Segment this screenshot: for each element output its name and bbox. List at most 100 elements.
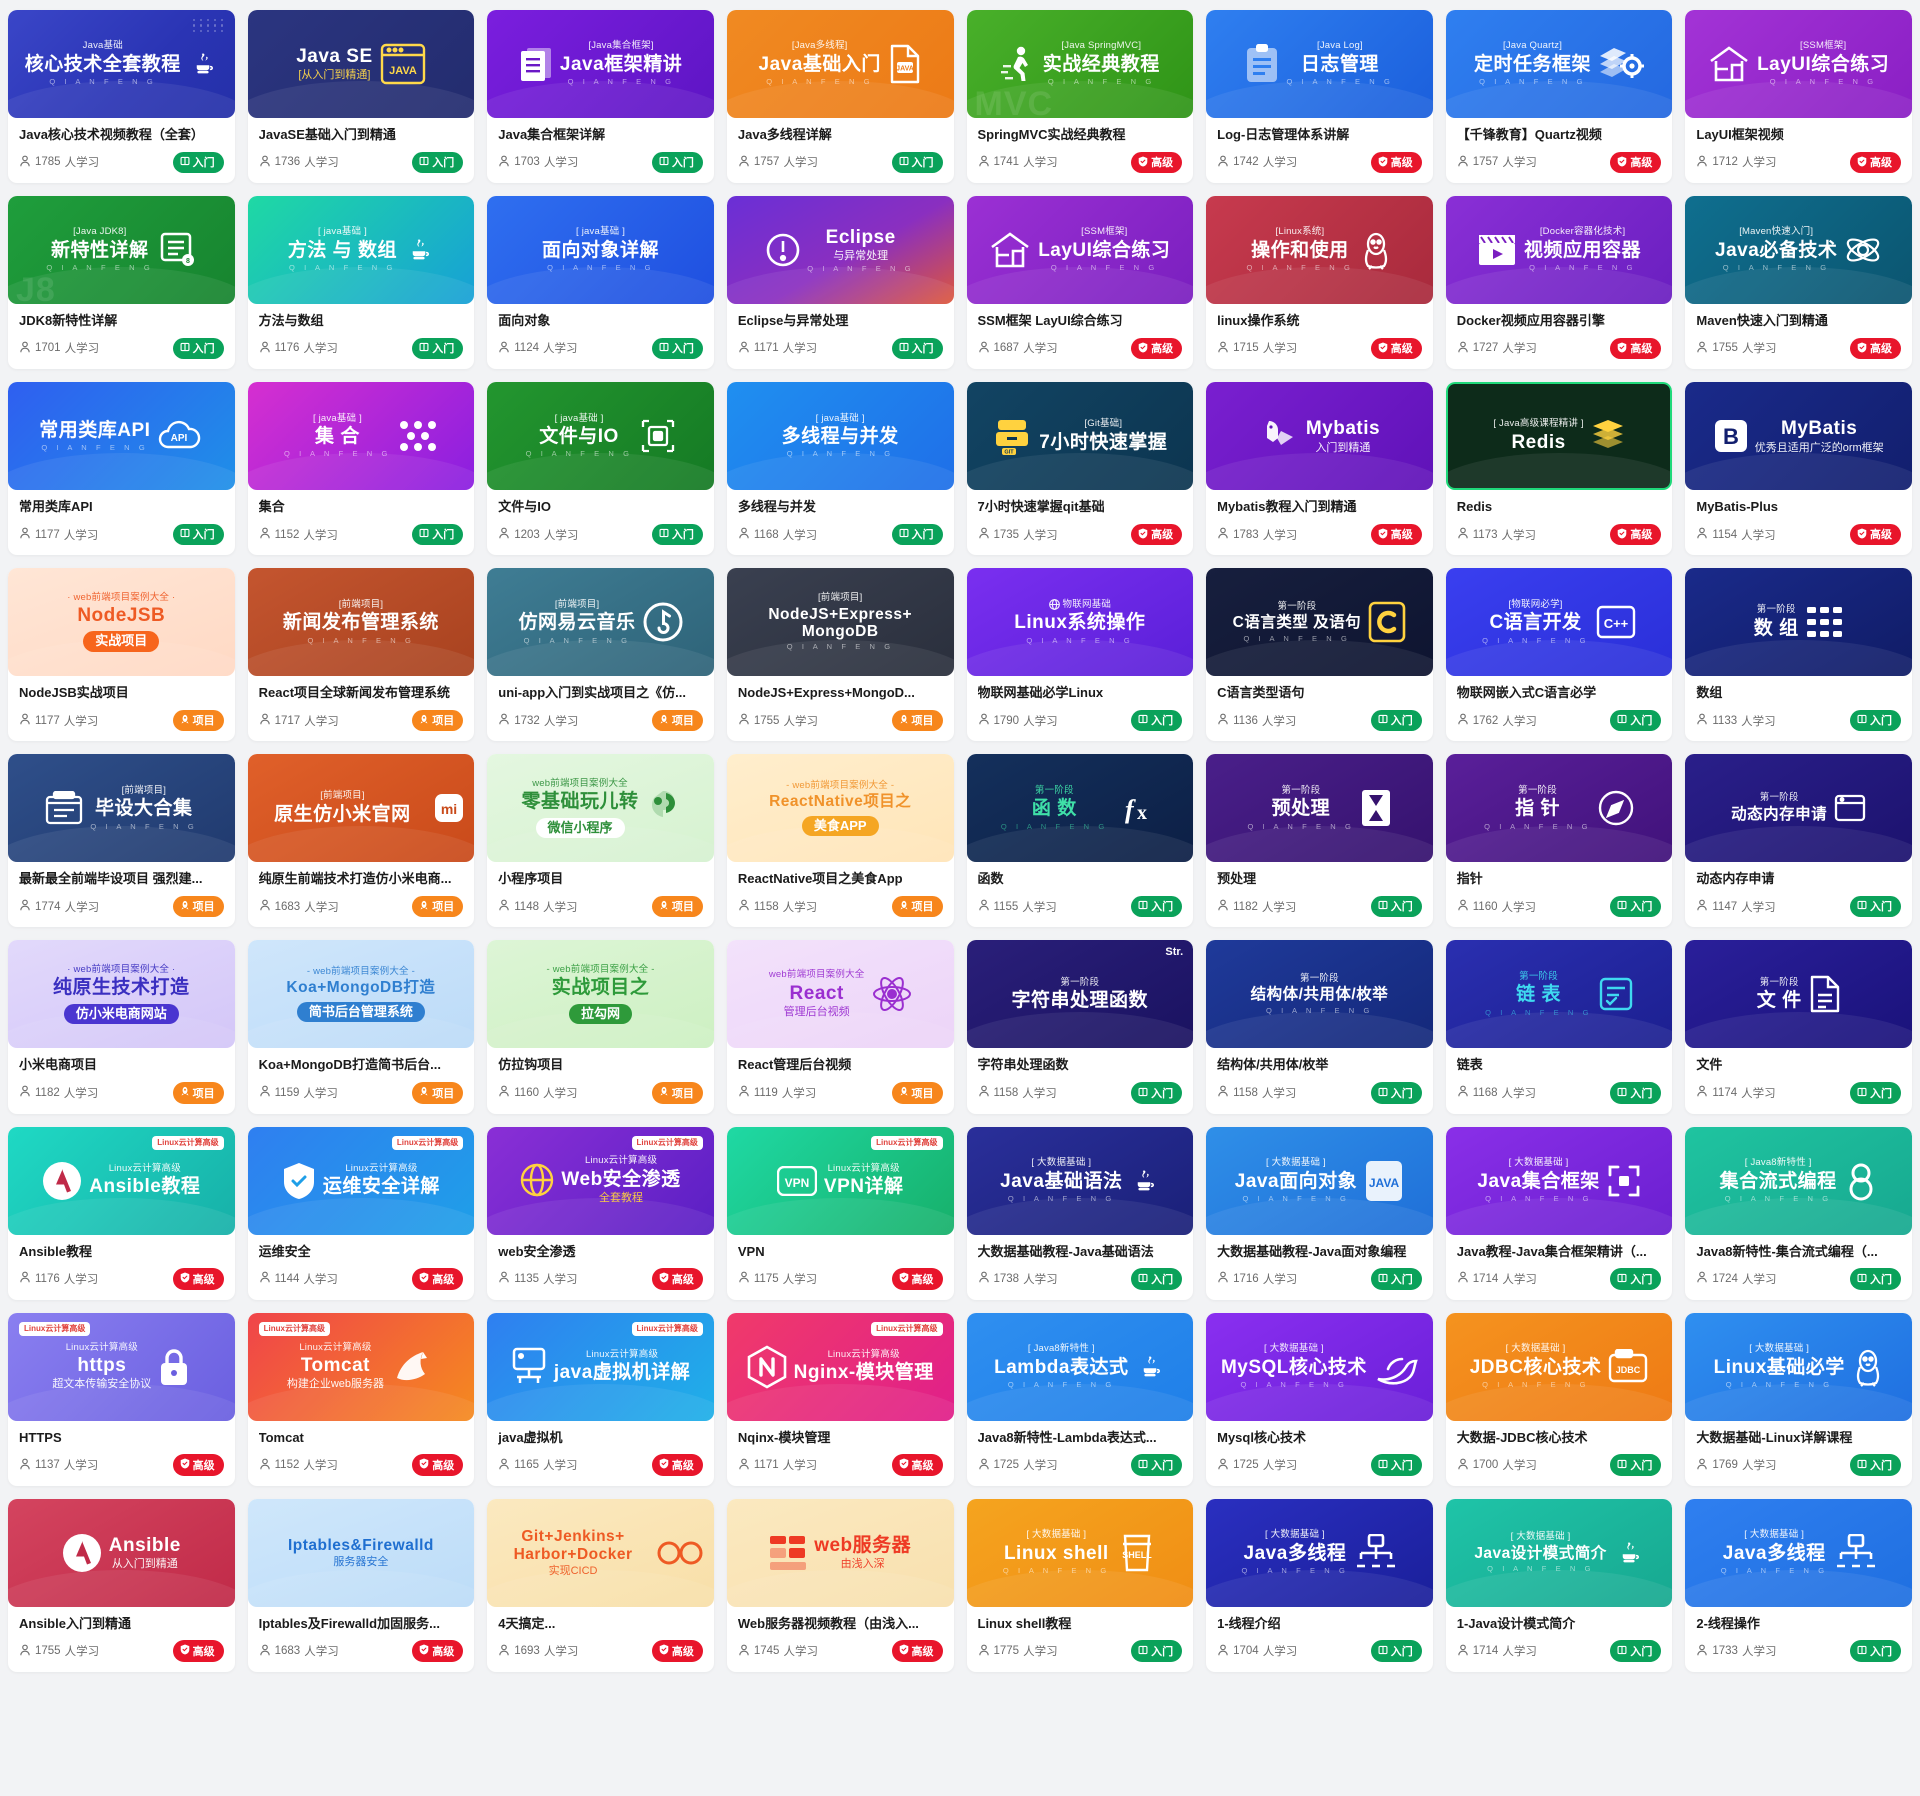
course-title[interactable]: Linux shell教程 xyxy=(977,1615,1072,1631)
course-cover[interactable]: 第一阶段 C语言类型 及语句 Q I A N F E N G xyxy=(1206,568,1433,677)
course-title[interactable]: 集合 xyxy=(258,499,285,515)
course-title[interactable]: 【千锋教育】Quartz视频 xyxy=(1456,127,1602,142)
course-card[interactable]: [SSM框架] LayUI综合练习 Q I A N F E N G LayUI框架视频… xyxy=(1685,10,1912,184)
badge-project[interactable]: 项目 xyxy=(172,1082,224,1104)
course-title[interactable]: 函数 xyxy=(977,871,1004,887)
course-title[interactable]: Koa+MongoDB打造简书后台... xyxy=(258,1057,441,1073)
course-card[interactable]: [物联网必学] C语言开发 Q I A N F E N G C++ 物联网嵌入式C语言必… xyxy=(1445,568,1673,742)
course-card[interactable]: [ java基础 ] 多线程与并发 Q I A N F E N G 多线程与并发 116… xyxy=(726,382,954,556)
badge-intro[interactable]: 入门 xyxy=(1850,1082,1901,1104)
badge-advanced[interactable]: 高级 xyxy=(412,1268,464,1290)
badge-intro[interactable]: 入门 xyxy=(1131,709,1183,732)
course-title[interactable]: 4天搞定... xyxy=(498,1615,556,1631)
course-card[interactable]: [ Java8新特性 ] Lambda表达式 Q I A N F E N G Java… xyxy=(966,1312,1194,1486)
course-cover[interactable]: Java基础 核心技术全套教程 Q I A N F E N G xyxy=(8,10,235,118)
badge-intro[interactable]: 入门 xyxy=(1610,1268,1662,1290)
course-cover[interactable]: web前端项目案例大全 React 管理后台视频 xyxy=(726,940,954,1049)
course-card[interactable]: Mybatis 入门到精通 Mybatis教程入门到精通 1783 人学习 高级 xyxy=(1206,382,1433,556)
badge-intro[interactable]: 入门 xyxy=(1370,1454,1422,1476)
course-card[interactable]: [Java集合框架] Java框架精讲 Q I A N F E N G Java集合框… xyxy=(487,10,714,184)
course-cover[interactable]: [ java基础 ] 文件与IO Q I A N F E N G xyxy=(487,382,714,491)
course-title[interactable]: Java多线程详解 xyxy=(737,127,832,142)
course-card[interactable]: [Maven快速入门] Java必备技术 Q I A N F E N G Maven快… xyxy=(1685,196,1912,370)
badge-advanced[interactable]: 高级 xyxy=(1370,523,1422,546)
course-title[interactable]: linux操作系统 xyxy=(1217,313,1300,329)
course-cover[interactable]: [SSM框架] LayUI综合练习 Q I A N F E N G xyxy=(1685,10,1912,118)
course-cover[interactable]: [SSM框架] LayUI综合练习 Q I A N F E N G xyxy=(966,196,1194,305)
course-title[interactable]: 面向对象 xyxy=(498,313,551,329)
course-title[interactable]: 仿拉钩项目 xyxy=(498,1057,564,1073)
course-card[interactable]: MVC [Java SpringMVC] 实战经典教程 Q I A N F E N G… xyxy=(966,10,1194,184)
course-title[interactable]: Java核心技术视频教程（全套） xyxy=(19,127,204,142)
badge-project[interactable]: 项目 xyxy=(651,709,703,732)
course-title[interactable]: Iptables及Firewalld加固服务... xyxy=(258,1615,440,1631)
course-title[interactable]: 小程序项目 xyxy=(498,871,564,887)
course-cover[interactable]: [前端项目] NodeJS+Express+ MongoDB Q I A N F E … xyxy=(726,568,954,677)
course-card[interactable]: [Java Quartz] 定时任务框架 Q I A N F E N G 【千锋教育】… xyxy=(1445,10,1673,184)
course-title[interactable]: 结构体/共用体/枚举 xyxy=(1217,1057,1329,1073)
course-title[interactable]: 大数据基础-Linux详解课程 xyxy=(1696,1429,1853,1445)
badge-advanced[interactable]: 高级 xyxy=(172,1454,224,1476)
course-cover[interactable]: GIT [Git基础] 7小时快速掌握 xyxy=(966,382,1194,491)
course-cover[interactable]: [ 大数据基础 ] Java集合框架 Q I A N F E N G xyxy=(1445,1126,1673,1235)
badge-intro[interactable]: 入门 xyxy=(1850,1454,1901,1476)
course-cover[interactable]: - web前端项目案例大全 - ReactNative项目之 美食APP xyxy=(726,754,954,863)
course-card[interactable]: - web前端项目案例大全 - 实战项目之 拉勾网 仿拉钩项目 1160 人学习 项目 xyxy=(487,940,714,1114)
course-card[interactable]: 第一阶段文 件文件 1174 人学习 入门 xyxy=(1685,940,1912,1114)
course-title[interactable]: 常用类库API xyxy=(19,499,93,515)
course-cover[interactable]: Str. 第一阶段 字符串处理函数 xyxy=(966,940,1194,1049)
badge-advanced[interactable]: 高级 xyxy=(1850,337,1901,360)
course-cover[interactable]: [前端项目] 原生仿小米官网 mi xyxy=(247,754,475,863)
badge-advanced[interactable]: 高级 xyxy=(1131,523,1183,546)
course-title[interactable]: 大数据-JDBC核心技术 xyxy=(1456,1429,1588,1445)
course-card[interactable]: [ 大数据基础 ] Linux shell Q I A N F E N G SHELL… xyxy=(966,1498,1194,1672)
course-cover[interactable]: Ansible 从入门到精通 xyxy=(8,1498,235,1607)
badge-project[interactable]: 项目 xyxy=(651,1082,703,1104)
course-card[interactable]: · web前端项目案例大全 · NodeJSB 实战项目 NodeJSB实战项目 117… xyxy=(8,568,235,742)
course-cover[interactable]: [Java集合框架] Java框架精讲 Q I A N F E N G xyxy=(487,10,714,118)
course-cover[interactable]: [ 大数据基础 ] Java多线程 Q I A N F E N G xyxy=(1685,1498,1912,1607)
course-cover[interactable]: [ 大数据基础 ] Java多线程 Q I A N F E N G xyxy=(1206,1498,1433,1607)
course-card[interactable]: web服务器 由浅入深 Web服务器视频教程（由浅入... 1745 人学习 高级 xyxy=(726,1498,954,1672)
badge-intro[interactable]: 入门 xyxy=(1610,1082,1662,1104)
course-cover[interactable]: [ 大数据基础 ] Java设计模式简介 Q I A N F E N G xyxy=(1445,1498,1673,1607)
badge-intro[interactable]: 入门 xyxy=(1131,895,1183,918)
course-cover[interactable]: [ Java8新特性 ] 集合流式编程 Q I A N F E N G xyxy=(1685,1126,1912,1235)
course-card[interactable]: Str. 第一阶段 字符串处理函数 字符串处理函数 1158 人学习 入门 xyxy=(966,940,1194,1114)
course-title[interactable]: NodeJS+Express+MongoD... xyxy=(737,685,915,701)
badge-intro[interactable]: 入门 xyxy=(1610,895,1662,918)
course-title[interactable]: LayUI框架视频 xyxy=(1696,127,1784,142)
course-card[interactable]: [Java多线程] Java基础入门 Q I A N F E N G JAVA Java… xyxy=(726,10,954,184)
badge-intro[interactable]: 入门 xyxy=(1850,709,1901,732)
course-cover[interactable]: Linux云计算高级 Linux云计算高级 Ansible教程 xyxy=(8,1126,235,1235)
course-cover[interactable]: web前端项目案例大全 零基础玩儿转 微信小程序 xyxy=(487,754,714,863)
course-title[interactable]: 物联网基础必学Linux xyxy=(977,685,1104,701)
course-card[interactable]: 常用类库API Q I A N F E N G API 常用类库API 1177 人学习 入… xyxy=(8,382,235,556)
course-title[interactable]: 方法与数组 xyxy=(258,313,324,329)
course-title[interactable]: Java8新特性-Lambda表达式... xyxy=(977,1429,1157,1445)
course-card[interactable]: [ 大数据基础 ] Java集合框架 Q I A N F E N G Java教程-J… xyxy=(1445,1126,1673,1300)
course-cover[interactable]: [ 大数据基础 ] Java基础语法 Q I A N F E N G xyxy=(966,1126,1194,1235)
course-cover[interactable]: · web前端项目案例大全 · NodeJSB 实战项目 xyxy=(8,568,235,677)
course-title[interactable]: Nqinx-模块管理 xyxy=(737,1429,831,1445)
course-title[interactable]: Redis xyxy=(1456,499,1493,515)
course-card[interactable]: [前端项目] 原生仿小米官网 mi 纯原生前端技术打造仿小米电商... 1683 人学习 项… xyxy=(247,754,475,928)
course-card[interactable]: [前端项目] 新闻发布管理系统 Q I A N F E N G React项目全球新闻… xyxy=(247,568,475,742)
badge-project[interactable]: 项目 xyxy=(412,895,464,918)
course-cover[interactable]: J8 [Java JDK8] 新特性详解 Q I A N F E N G 8 xyxy=(8,196,235,305)
course-title[interactable]: java虚拟机 xyxy=(498,1429,563,1445)
course-card[interactable]: 第一阶段 C语言类型 及语句 Q I A N F E N G C语言类型语句 1136 人… xyxy=(1206,568,1433,742)
badge-advanced[interactable]: 高级 xyxy=(891,1454,943,1476)
course-title[interactable]: 文件 xyxy=(1696,1057,1723,1073)
course-cover[interactable]: 第一阶段文 件 xyxy=(1685,940,1912,1049)
course-cover[interactable]: 第一阶段数 组 xyxy=(1685,568,1912,677)
badge-intro[interactable]: 入门 xyxy=(172,523,224,546)
badge-advanced[interactable]: 高级 xyxy=(1850,151,1901,174)
badge-intro[interactable]: 入门 xyxy=(651,337,703,360)
course-title[interactable]: React项目全球新闻发布管理系统 xyxy=(258,685,451,701)
course-card[interactable]: Java基础 核心技术全套教程 Q I A N F E N G Java核心技术视频教… xyxy=(8,10,235,184)
course-cover[interactable]: [ 大数据基础 ] Linux基础必学 Q I A N F E N G xyxy=(1685,1312,1912,1421)
